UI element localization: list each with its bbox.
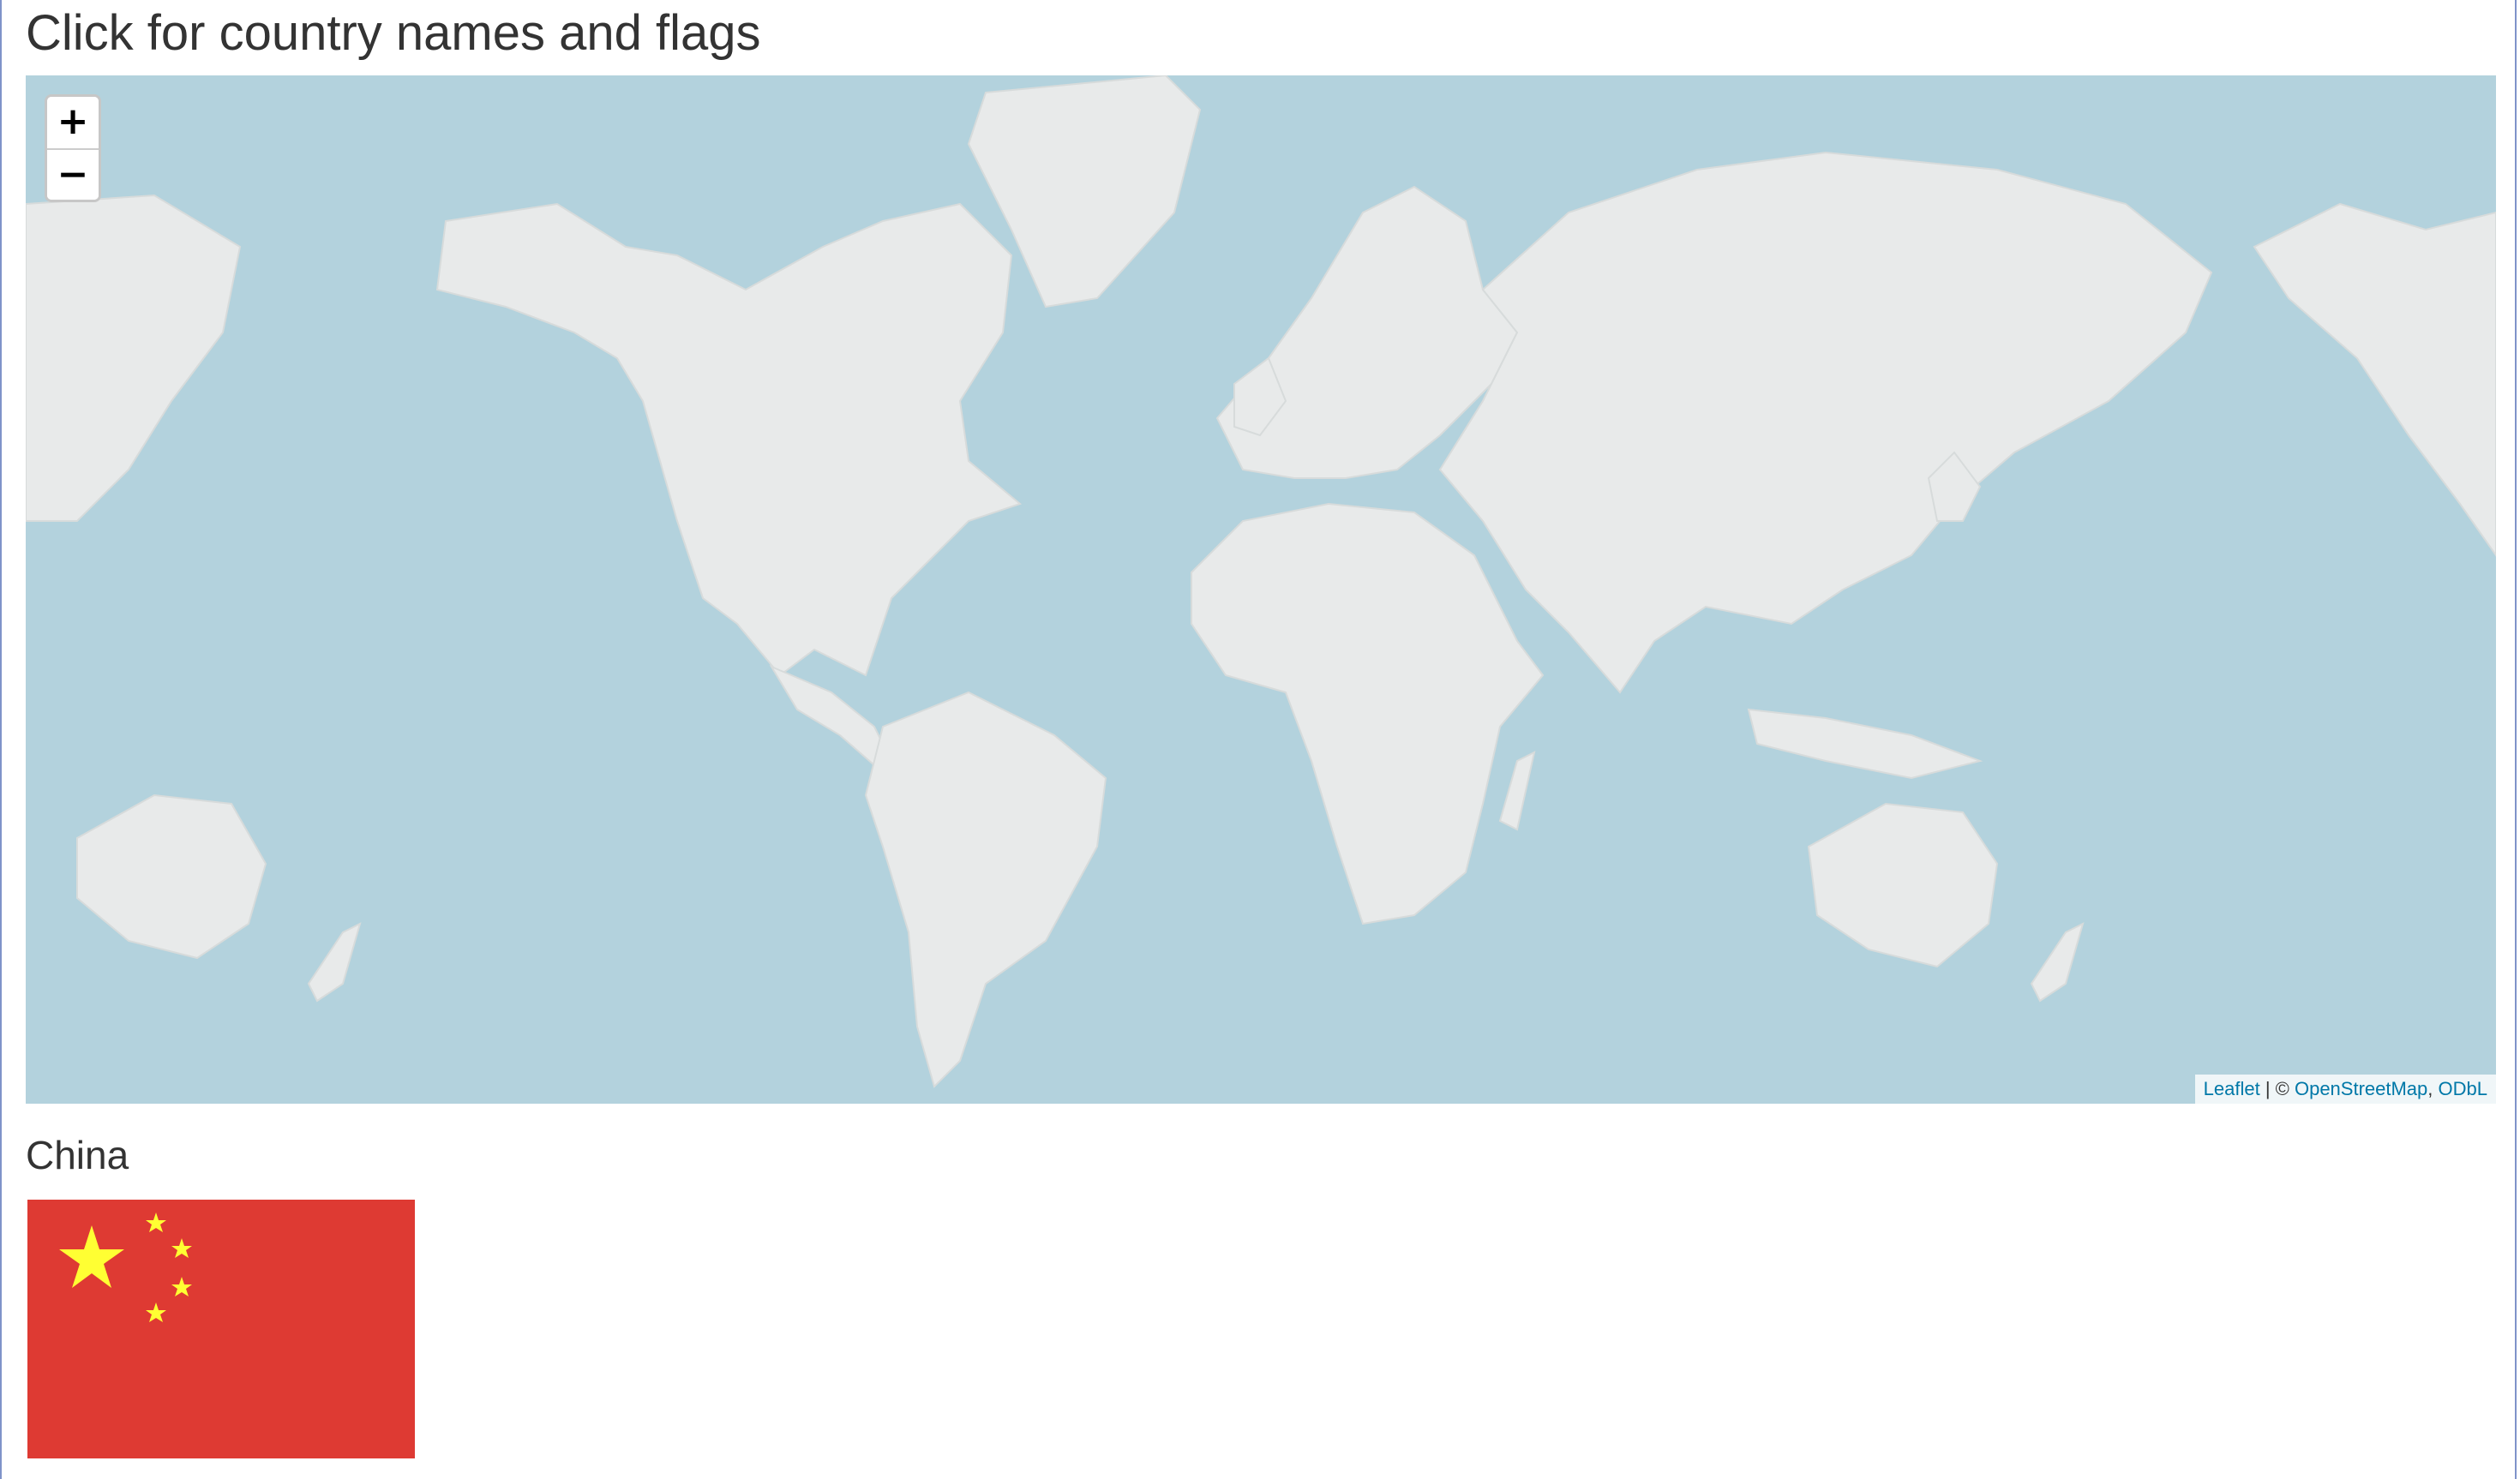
world-map[interactable]: + − Leaflet | © OpenStreetMap, ODbL xyxy=(26,75,2496,1104)
openstreetmap-link[interactable]: OpenStreetMap xyxy=(2294,1078,2428,1099)
map-attribution: Leaflet | © OpenStreetMap, ODbL xyxy=(2194,1075,2496,1104)
flag-small-star-1 xyxy=(146,1213,166,1232)
madagascar-land xyxy=(1498,751,1536,831)
flag-large-star xyxy=(59,1225,124,1288)
north-america-land xyxy=(435,202,1023,677)
zoom-out-button[interactable]: − xyxy=(47,150,99,200)
flag-small-star-3 xyxy=(171,1277,192,1296)
new-zealand-west-land xyxy=(307,922,362,1003)
asia-west-land xyxy=(26,194,242,522)
japan-land xyxy=(1927,451,1982,522)
flag-small-star-4 xyxy=(146,1302,166,1322)
selected-country-name: China xyxy=(26,1133,129,1177)
china-flag-icon xyxy=(27,1200,415,1458)
zoom-in-button[interactable]: + xyxy=(47,97,99,150)
new-zealand-land xyxy=(2030,922,2085,1003)
alaska-east-land xyxy=(2253,202,2496,557)
odbl-link[interactable]: ODbL xyxy=(2438,1078,2487,1099)
flag-small-star-2 xyxy=(171,1238,192,1258)
indonesia-land xyxy=(1747,708,1983,780)
australia-west-land xyxy=(76,793,267,960)
africa-land xyxy=(1191,502,1545,925)
leaflet-link[interactable]: Leaflet xyxy=(2203,1078,2260,1099)
page-title: Click for country names and flags xyxy=(26,5,761,61)
map-tiles[interactable] xyxy=(26,75,2496,1104)
uk-land xyxy=(1233,356,1287,437)
attribution-separator: | © xyxy=(2259,1078,2295,1099)
asia-land xyxy=(1438,151,2213,694)
attribution-comma: , xyxy=(2427,1078,2439,1099)
australia-land xyxy=(1807,802,1999,968)
zoom-control: + − xyxy=(45,94,101,202)
south-america-land xyxy=(864,691,1107,1088)
greenland-land xyxy=(967,75,1202,308)
